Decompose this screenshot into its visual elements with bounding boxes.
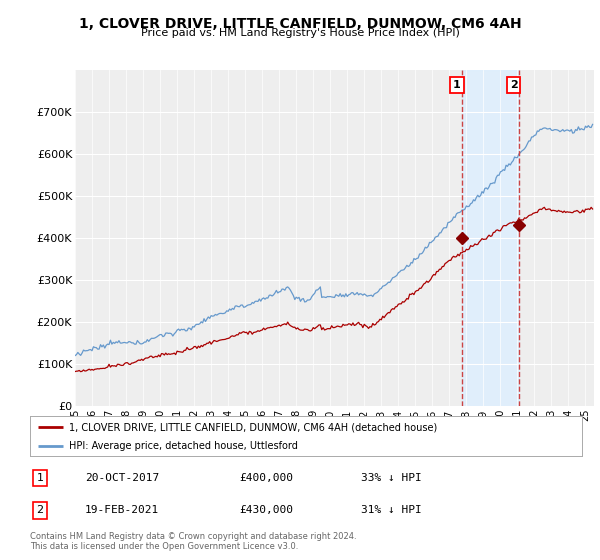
Text: £430,000: £430,000 [240,505,294,515]
Text: 31% ↓ HPI: 31% ↓ HPI [361,505,422,515]
Text: HPI: Average price, detached house, Uttlesford: HPI: Average price, detached house, Uttl… [68,441,298,451]
Text: 1: 1 [37,473,43,483]
Text: Contains HM Land Registry data © Crown copyright and database right 2024.
This d: Contains HM Land Registry data © Crown c… [30,532,356,552]
Bar [462,70,519,406]
Text: 2: 2 [510,80,518,90]
Text: 1, CLOVER DRIVE, LITTLE CANFIELD, DUNMOW, CM6 4AH (detached house): 1, CLOVER DRIVE, LITTLE CANFIELD, DUNMOW… [68,422,437,432]
Text: 19-FEB-2021: 19-FEB-2021 [85,505,160,515]
Text: £400,000: £400,000 [240,473,294,483]
Text: 2: 2 [37,505,43,515]
Text: 33% ↓ HPI: 33% ↓ HPI [361,473,422,483]
Text: 1, CLOVER DRIVE, LITTLE CANFIELD, DUNMOW, CM6 4AH: 1, CLOVER DRIVE, LITTLE CANFIELD, DUNMOW… [79,17,521,31]
Text: Price paid vs. HM Land Registry's House Price Index (HPI): Price paid vs. HM Land Registry's House … [140,28,460,38]
Text: 20-OCT-2017: 20-OCT-2017 [85,473,160,483]
Text: 1: 1 [453,80,461,90]
